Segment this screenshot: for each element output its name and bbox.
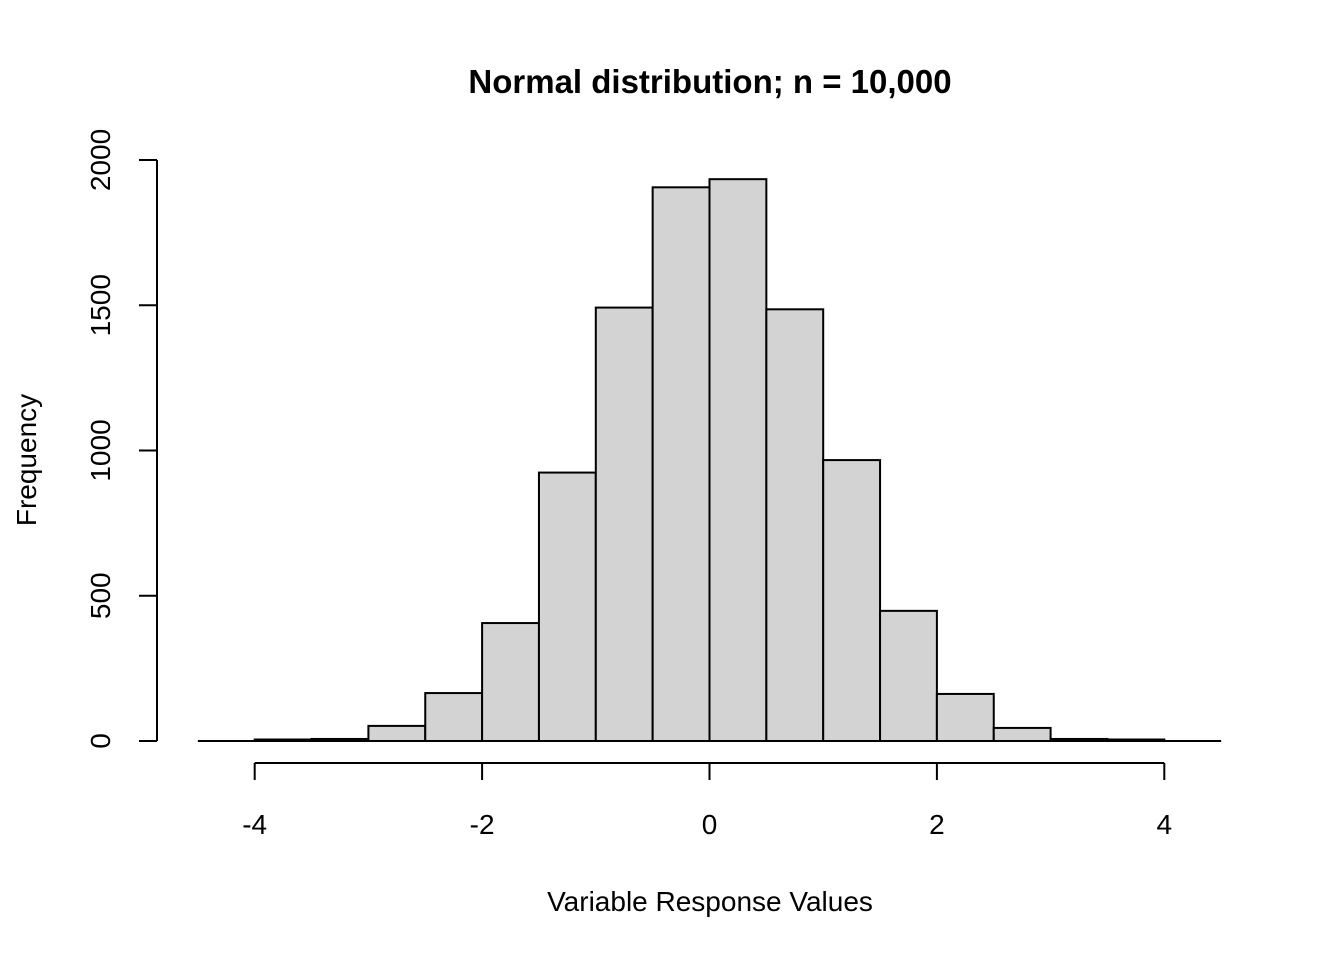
histogram-bar: [1106, 738, 1166, 742]
y-tick-label: 1000: [85, 419, 116, 481]
histogram-bar: [253, 738, 313, 742]
x-tick-label: 0: [702, 809, 718, 840]
histogram-bar: [1049, 737, 1109, 742]
y-axis-label: Frequency: [11, 394, 42, 526]
histogram-bar: [765, 308, 825, 742]
bars-group: [197, 178, 1222, 743]
y-tick-label: 1500: [85, 274, 116, 336]
histogram-bar: [594, 306, 654, 742]
y-tick-label: 500: [85, 572, 116, 619]
histogram-bar: [708, 178, 768, 743]
x-tick-label: -4: [242, 809, 267, 840]
histogram-bar: [367, 724, 427, 742]
histogram-bar: [822, 459, 882, 742]
histogram-bar: [935, 692, 995, 743]
x-tick-label: -2: [470, 809, 495, 840]
histogram-bar: [537, 471, 597, 742]
x-axis-label: Variable Response Values: [547, 886, 873, 917]
y-tick-label: 2000: [85, 129, 116, 191]
y-axis: 0 500 1000 1500 2000: [85, 129, 158, 749]
chart-title: Normal distribution; n = 10,000: [468, 63, 951, 100]
histogram-bar: [424, 692, 484, 743]
histogram-bar: [879, 609, 938, 743]
histogram-bar: [992, 726, 1052, 742]
histogram-bar: [481, 622, 540, 743]
x-tick-label: 4: [1157, 809, 1173, 840]
histogram-bar: [310, 737, 370, 742]
x-axis: -4 -2 0 2 4: [242, 762, 1173, 840]
histogram-bar: [651, 186, 711, 742]
x-tick-label: 2: [929, 809, 945, 840]
y-tick-label: 0: [85, 733, 116, 749]
